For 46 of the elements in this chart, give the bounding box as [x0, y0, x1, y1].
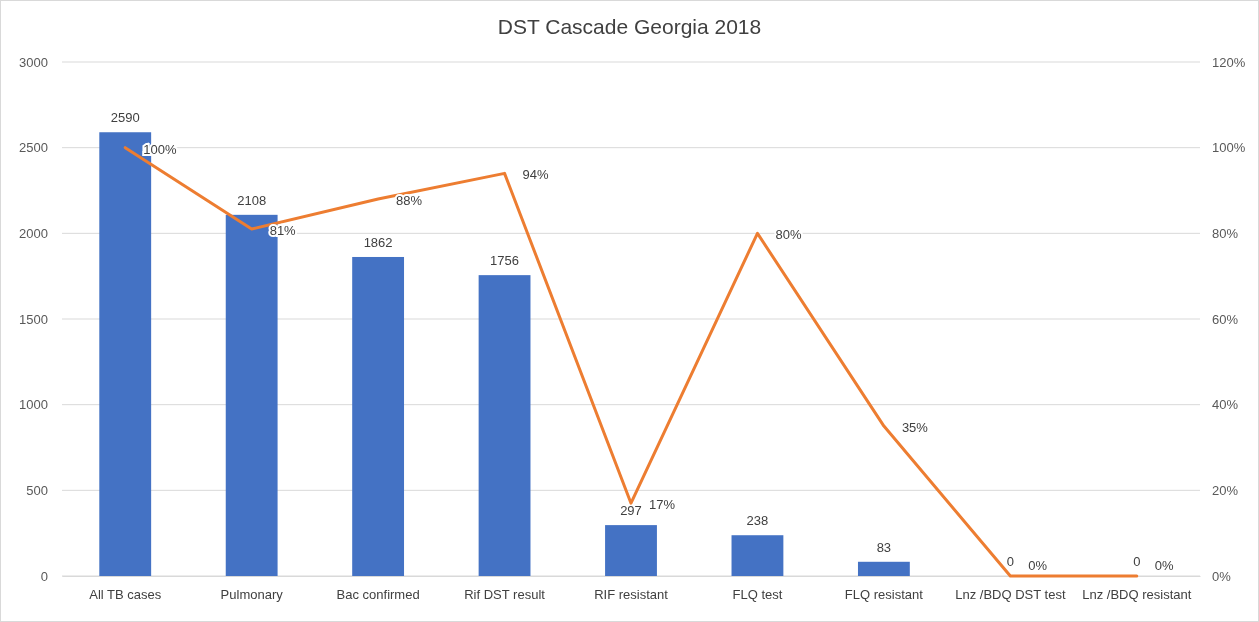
bar [352, 256, 405, 576]
data-label: 2108 [237, 192, 267, 208]
data-label: 0% [1028, 558, 1048, 573]
y-tick-label: 3000 [19, 54, 48, 70]
x-tick-label: All TB cases [89, 587, 162, 603]
x-tick-label: Rif DST result [464, 587, 546, 603]
data-label: 1862 [363, 234, 393, 250]
y2-tick-label: 40% [1212, 397, 1239, 413]
data-label: 238 [746, 513, 769, 529]
x-tick-label: RIF resistant [594, 587, 669, 603]
y-tick-label: 1500 [19, 311, 48, 327]
y2-tick-label: 20% [1212, 482, 1239, 498]
x-tick-label: Lnz /BDQ resistant [1082, 587, 1192, 603]
data-label: 80% [775, 227, 802, 243]
data-label: 35% [901, 420, 929, 436]
y-tick-label: 1000 [19, 397, 48, 413]
bar [605, 525, 657, 576]
x-tick-label: FLQ resistant [844, 587, 924, 603]
x-tick-label: Lnz /BDQ DST test [955, 587, 1066, 603]
data-label: 2590 [110, 110, 140, 126]
data-label: 83 [876, 539, 892, 555]
data-label: 297 [620, 503, 642, 519]
y2-tick-label: 100% [1212, 140, 1246, 156]
y-tick-label: 0 [40, 568, 48, 584]
line-series [123, 146, 1139, 578]
y2-tick-label: 60% [1212, 311, 1239, 327]
y-tick-label: 2500 [19, 140, 48, 156]
data-label: 1756 [490, 253, 520, 269]
x-tick-label: FLQ test [732, 587, 783, 603]
bar [478, 275, 531, 576]
y2-tick-label: 0% [1212, 568, 1232, 584]
data-label: 17% [649, 497, 676, 513]
data-label: 0 [1006, 554, 1014, 569]
data-label: 88% [396, 193, 423, 209]
data-label: 0 [1133, 554, 1141, 569]
x-tick-label: Pulmonary [220, 587, 284, 603]
y2-tick-label: 80% [1212, 225, 1239, 241]
chart-title: DST Cascade Georgia 2018 [497, 15, 762, 38]
y-tick-label: 2000 [19, 225, 48, 241]
bar [857, 561, 910, 576]
data-label: 0% [1154, 558, 1175, 573]
bar [731, 535, 784, 576]
data-label: 94% [522, 167, 550, 183]
y-tick-label: 500 [26, 482, 48, 498]
x-tick-label: Bac confirmed [336, 587, 420, 603]
y2-tick-label: 120% [1212, 54, 1246, 70]
